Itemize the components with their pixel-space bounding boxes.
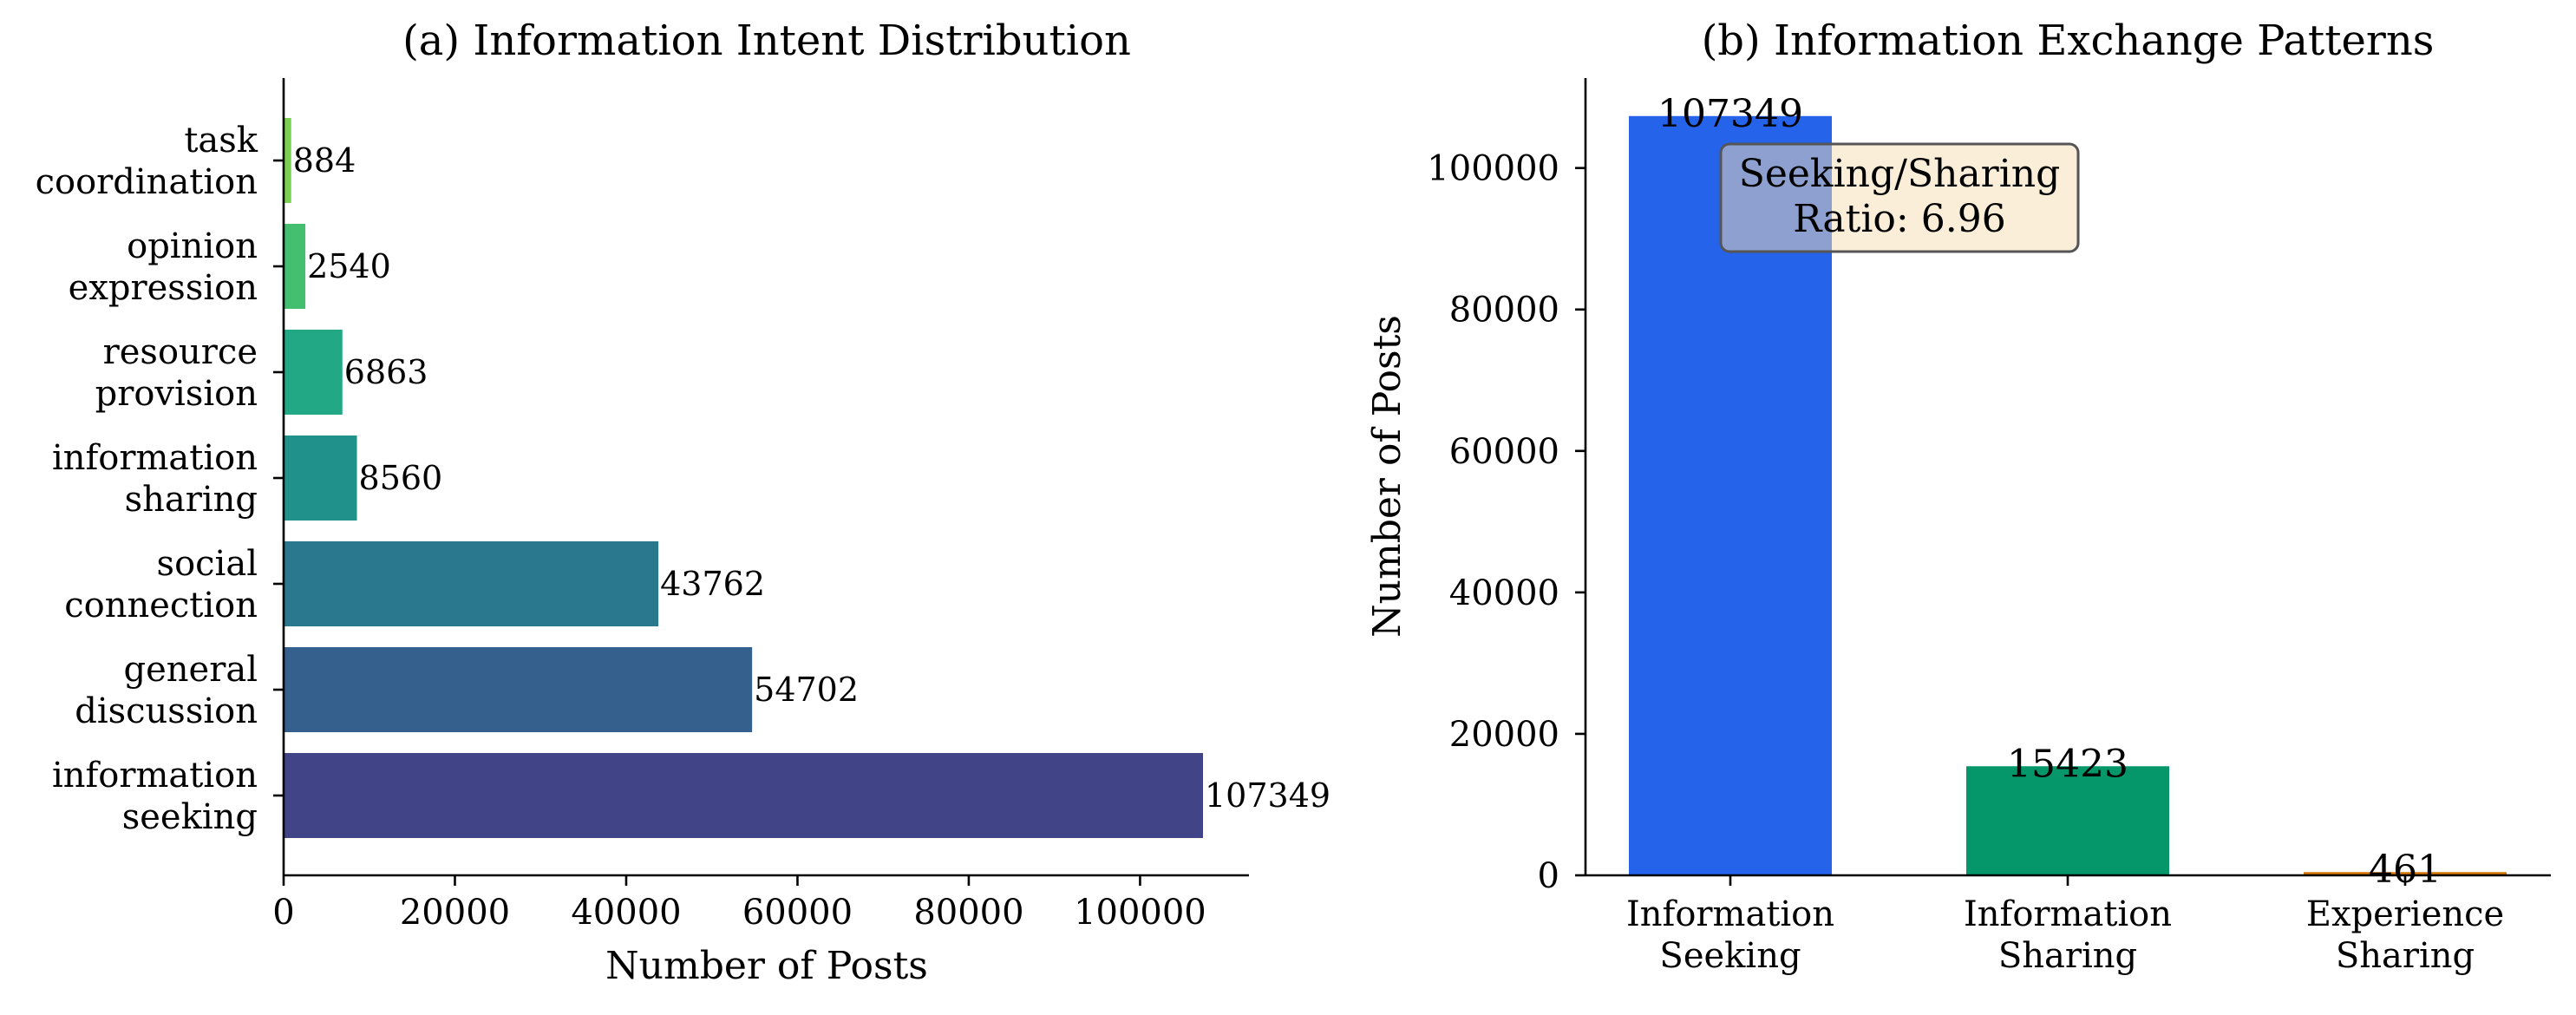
x-tick-label-a-4: 80000 [913, 893, 1023, 933]
bar-a-6 [284, 118, 291, 203]
y-axis-label-b: Number of Posts [1365, 315, 1409, 638]
data-label-a-0: 107349 [1205, 776, 1330, 815]
x-tick-label-a-2: 40000 [571, 893, 681, 933]
ratio-annotation: Seeking/Sharing Ratio: 6.96 [1719, 142, 2080, 253]
y-axis-a: informationseekinggeneraldiscussionsocia… [36, 121, 284, 837]
x-tick-label-b-2-1: Sharing [2336, 936, 2475, 976]
ratio-annotation-box [1719, 142, 2080, 253]
y-tick-label-a-2-0: social [157, 544, 258, 584]
y-tick-label-a-0-0: information [52, 756, 258, 796]
y-tick-label-a-3-1: sharing [125, 480, 258, 520]
x-tick-label-b-0-0: Information [1626, 894, 1834, 934]
ratio-annotation-line1: Seeking/Sharing [1739, 152, 2061, 196]
x-tick-label-a-3: 60000 [742, 893, 853, 933]
x-tick-label-a-0: 0 [272, 893, 294, 933]
y-tick-label-a-6-0: task [184, 121, 258, 160]
y-tick-label-a-2-1: connection [64, 586, 258, 625]
y-tick-label-a-0-1: seeking [122, 797, 258, 837]
y-tick-label-a-1-0: general [124, 650, 258, 690]
bar-a-5 [284, 224, 306, 309]
data-labels-a: 107349 54702 43762 8560 6863 2540 884 [293, 141, 1330, 815]
data-label-b-1: 15423 [2007, 742, 2128, 786]
bar-a-4 [284, 330, 343, 415]
y-tick-label-a-5-0: opinion [127, 226, 258, 266]
y-tick-label-a-5-1: expression [69, 268, 258, 308]
bar-a-1 [284, 647, 753, 732]
x-tick-label-b-1-1: Sharing [1998, 936, 2137, 976]
x-tick-label-b-1-0: Information [1964, 894, 2172, 934]
x-axis-label-a: Number of Posts [605, 944, 928, 988]
y-tick-label-b-2: 40000 [1449, 573, 1559, 613]
y-tick-label-a-1-1: discussion [75, 691, 258, 731]
ratio-annotation-line2: Ratio: 6.96 [1793, 197, 2005, 241]
y-tick-label-a-4-1: provision [95, 374, 258, 414]
y-tick-label-a-4-0: resource [103, 332, 258, 372]
data-label-a-4: 6863 [344, 353, 428, 391]
chart-title-a: (a) Information Intent Distribution [402, 16, 1131, 65]
y-tick-label-b-3: 60000 [1449, 432, 1559, 472]
x-tick-label-b-2-0: Experience [2306, 894, 2504, 934]
panel-exchange-patterns: (b) Information Exchange Patterns 107349… [1365, 16, 2551, 976]
panel-intent-distribution: (a) Information Intent Distribution 1073… [36, 16, 1330, 988]
data-label-a-2: 43762 [660, 565, 765, 603]
y-axis-b: 0 20000 40000 60000 80000 100000 [1427, 149, 1585, 896]
bar-a-0 [284, 753, 1203, 838]
y-tick-label-b-4: 80000 [1449, 291, 1559, 331]
y-tick-label-a-6-1: coordination [36, 162, 258, 202]
data-label-a-6: 884 [293, 141, 356, 180]
bars-a [284, 118, 1203, 838]
x-tick-label-b-0-1: Seeking [1659, 936, 1801, 976]
y-tick-label-b-0: 0 [1538, 856, 1559, 896]
bar-a-3 [284, 435, 357, 521]
data-label-a-1: 54702 [754, 671, 859, 709]
bar-b-2 [2304, 872, 2507, 875]
y-tick-label-a-3-0: information [52, 438, 258, 478]
bar-b-1 [1966, 766, 2169, 875]
x-axis-a: 0 20000 40000 60000 80000 100000 [272, 875, 1206, 933]
y-tick-label-b-5: 100000 [1427, 149, 1559, 189]
data-label-a-5: 2540 [307, 247, 391, 285]
data-label-a-3: 8560 [359, 459, 443, 497]
x-axis-b: InformationSeekingInformationSharingExpe… [1626, 875, 2504, 976]
x-tick-label-a-5: 100000 [1074, 893, 1206, 933]
x-tick-label-a-1: 20000 [400, 893, 510, 933]
y-tick-label-b-1: 20000 [1449, 715, 1559, 755]
data-label-b-0: 107349 [1657, 92, 1803, 136]
bar-a-2 [284, 541, 659, 626]
chart-title-b: (b) Information Exchange Patterns [1702, 16, 2435, 65]
